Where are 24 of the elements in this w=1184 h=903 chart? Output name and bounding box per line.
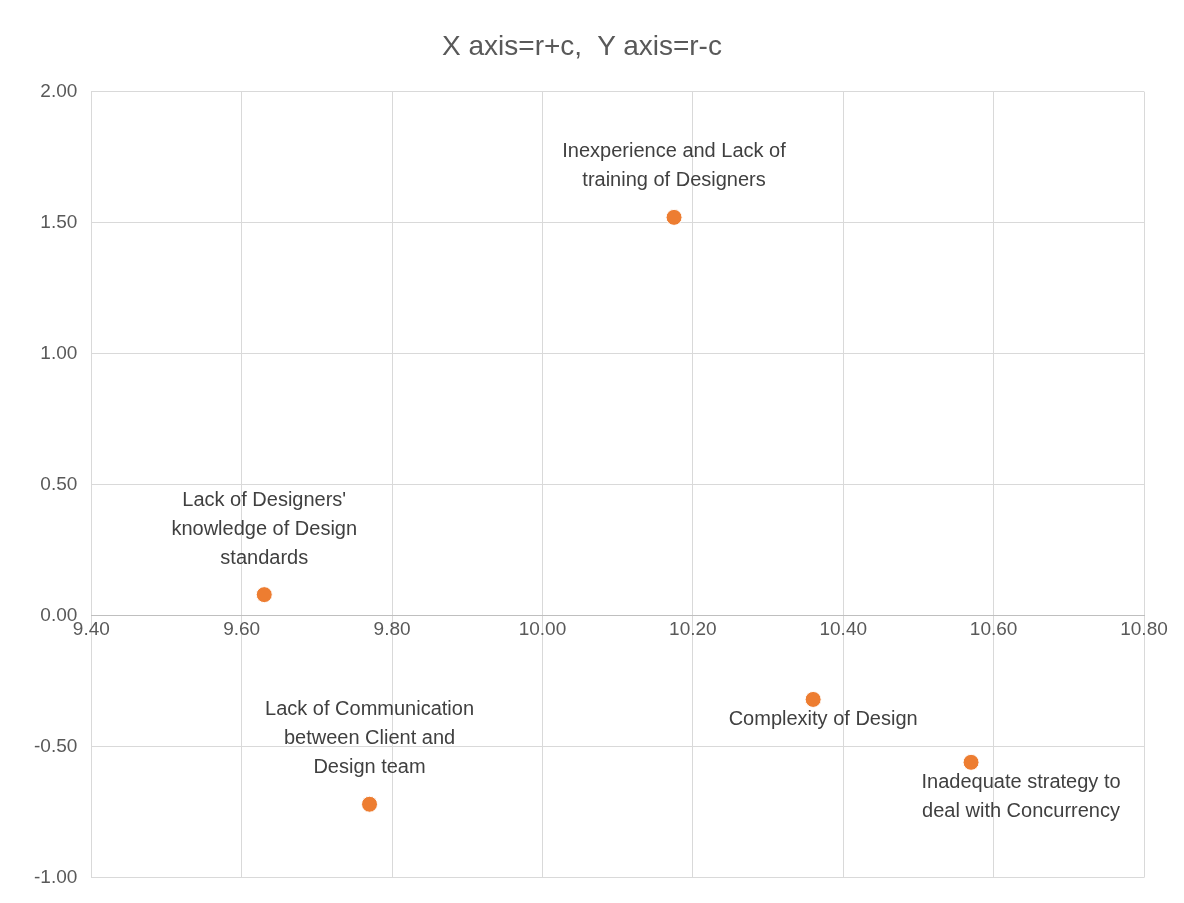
x-tick-label: 10.00 bbox=[518, 618, 567, 640]
x-tick-label: 10.60 bbox=[969, 618, 1018, 640]
y-tick-label: 1.00 bbox=[40, 341, 78, 363]
x-tick-label: 10.80 bbox=[1120, 618, 1168, 640]
x-tick-label: 10.20 bbox=[669, 618, 717, 640]
chart-title: X axis=r+c, Y axis=r-c bbox=[442, 29, 722, 61]
x-tick-label: 9.60 bbox=[223, 618, 261, 640]
annotation: Complexity of Design bbox=[728, 706, 918, 729]
annotation: Inexperience and Lack of training of Designers bbox=[562, 139, 787, 191]
y-tick-label: 1.50 bbox=[40, 210, 78, 232]
x-tick-label: 10.40 bbox=[819, 618, 867, 640]
y-tick-label: 0.50 bbox=[40, 472, 78, 494]
point bbox=[361, 795, 379, 813]
y-tick-label: -0.50 bbox=[33, 734, 78, 756]
y-tick-label: -1.00 bbox=[33, 865, 78, 887]
annotation: Lack of Communication between Client and Design team bbox=[265, 697, 475, 778]
x-tick-label: 9.80 bbox=[373, 618, 411, 640]
annotation: Inadequate strategy to deal with Concurrency bbox=[921, 769, 1121, 821]
annotation: Lack of Designers' knowledge of Design standards bbox=[171, 487, 358, 568]
point bbox=[665, 208, 683, 226]
point bbox=[804, 690, 822, 708]
y-tick-label: 2.00 bbox=[40, 79, 78, 101]
point bbox=[255, 586, 273, 604]
point bbox=[962, 753, 980, 771]
